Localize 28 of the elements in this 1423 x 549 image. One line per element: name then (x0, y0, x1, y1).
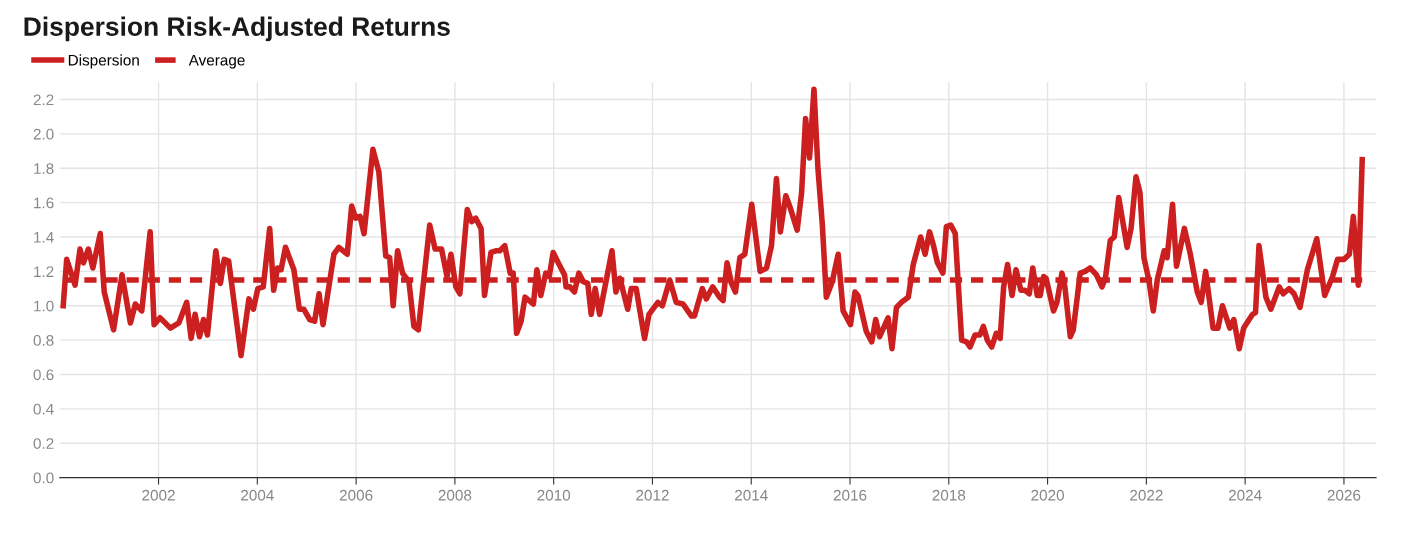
y-tick-label: 0.0 (33, 472, 54, 484)
legend-label: Dispersion (68, 54, 139, 69)
x-tick-label: 2004 (241, 489, 274, 501)
y-tick-label: 1.2 (34, 266, 54, 277)
y-tick-label: 1.8 (34, 163, 54, 174)
x-tick-label: 2010 (537, 489, 571, 501)
legend-label: Average (188, 54, 245, 69)
x-tick-label: 2018 (932, 489, 966, 501)
y-tick-label: 1.0 (34, 300, 54, 312)
x-tick-label: 2020 (1031, 489, 1064, 501)
x-tick-label: 2014 (735, 489, 768, 501)
x-tick-label: 2006 (339, 489, 373, 501)
chart-title: Dispersion Risk-Adjusted Returns (24, 16, 450, 42)
y-tick-label: 0.8 (33, 335, 54, 346)
y-tick-label: 1.4 (34, 232, 54, 243)
y-tick-label: 1.6 (34, 197, 54, 209)
x-tick-label: 2008 (438, 489, 472, 501)
x-tick-label: 2026 (1327, 489, 1361, 501)
y-tick-label: 0.2 (33, 438, 54, 449)
y-tick-label: 0.6 (33, 369, 54, 381)
y-tick-label: 2.2 (33, 94, 54, 106)
y-tick-label: 2.0 (33, 128, 54, 140)
x-tick-label: 2016 (833, 489, 867, 501)
x-tick-label: 2024 (1228, 489, 1262, 501)
y-tick-label: 0.4 (33, 403, 54, 415)
x-tick-label: 2022 (1130, 489, 1163, 501)
x-tick-label: 2002 (142, 489, 175, 501)
x-tick-label: 2012 (636, 489, 669, 501)
